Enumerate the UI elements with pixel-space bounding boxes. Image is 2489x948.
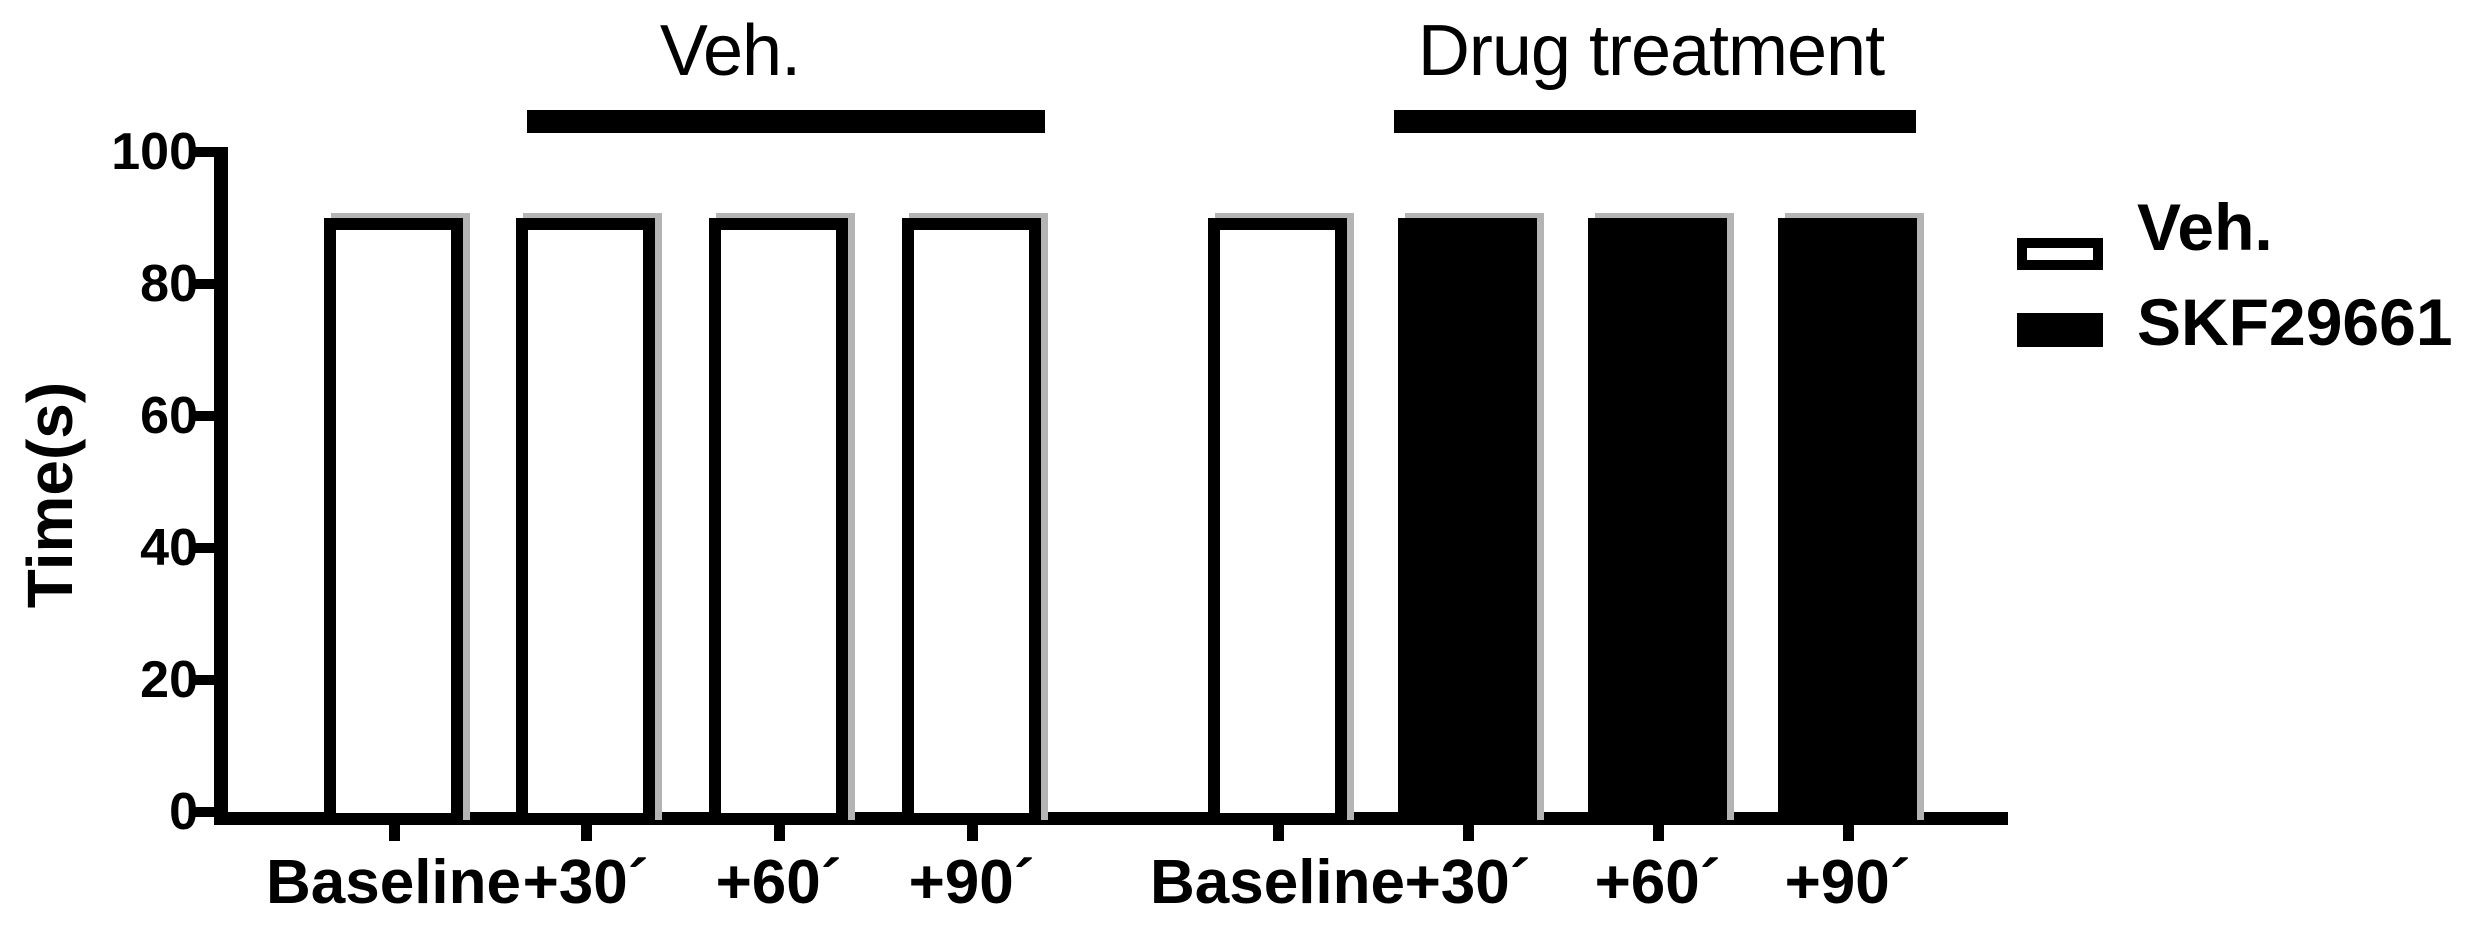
x-axis-tick — [773, 825, 785, 841]
x-axis-tick — [1652, 825, 1664, 841]
y-axis-tick-label: 20 — [140, 651, 198, 709]
legend-swatch-veh — [2017, 238, 2103, 270]
bar-drug-treatment-period-90 — [1778, 218, 1917, 825]
x-axis-tick — [966, 825, 978, 841]
y-axis-tick — [190, 147, 214, 157]
x-axis-category-label: +90´ — [1784, 848, 1911, 917]
legend-label-skf29661: SKF29661 — [2137, 285, 2453, 359]
y-axis-tick — [190, 279, 214, 289]
group-span-line — [527, 110, 1045, 133]
x-axis-category-label: +60´ — [715, 848, 842, 917]
legend-label-veh: Veh. — [2137, 190, 2273, 264]
x-axis-tick — [388, 825, 400, 841]
bar-veh-period-60 — [709, 218, 848, 825]
bar-veh-period-90 — [902, 218, 1041, 825]
y-axis-tick-label: 0 — [169, 783, 198, 841]
x-axis-category-label: +60´ — [1594, 848, 1721, 917]
y-axis-tick — [190, 543, 214, 553]
y-axis-tick-label: 40 — [140, 519, 198, 577]
x-axis-tick — [1842, 825, 1854, 841]
x-axis-tick — [1462, 825, 1474, 841]
x-axis-line — [214, 812, 2008, 825]
y-axis-tick — [190, 411, 214, 421]
y-axis-tick-label: 100 — [111, 123, 198, 181]
x-axis-tick — [1272, 825, 1284, 841]
legend-swatch-skf29661 — [2017, 313, 2103, 347]
y-axis-line — [214, 147, 228, 825]
y-axis-tick-label: 80 — [140, 255, 198, 313]
bar-veh-period-30 — [516, 218, 655, 825]
x-axis-category-label: +30´ — [1404, 848, 1531, 917]
legend: Veh. SKF29661 — [2017, 192, 2487, 402]
bar-drug-treatment-period-30 — [1398, 218, 1537, 825]
x-axis-category-label: +90´ — [908, 848, 1035, 917]
group-span-line — [1394, 110, 1916, 133]
bar-drug-treatment-period-60 — [1588, 218, 1727, 825]
x-axis-category-label: Baseline — [1149, 848, 1406, 917]
x-axis-category-label: +30´ — [522, 848, 649, 917]
bar-drug-treatment-period-baseline — [1208, 218, 1347, 825]
group-title: Drug treatment — [1417, 11, 1885, 91]
y-axis-tick-label: 60 — [140, 387, 198, 445]
group-title: Veh. — [659, 11, 801, 91]
y-axis-tick — [190, 807, 214, 817]
bar-veh-period-baseline — [324, 218, 463, 825]
x-axis-category-label: Baseline — [265, 848, 522, 917]
x-axis-tick — [580, 825, 592, 841]
y-axis-tick — [190, 675, 214, 685]
